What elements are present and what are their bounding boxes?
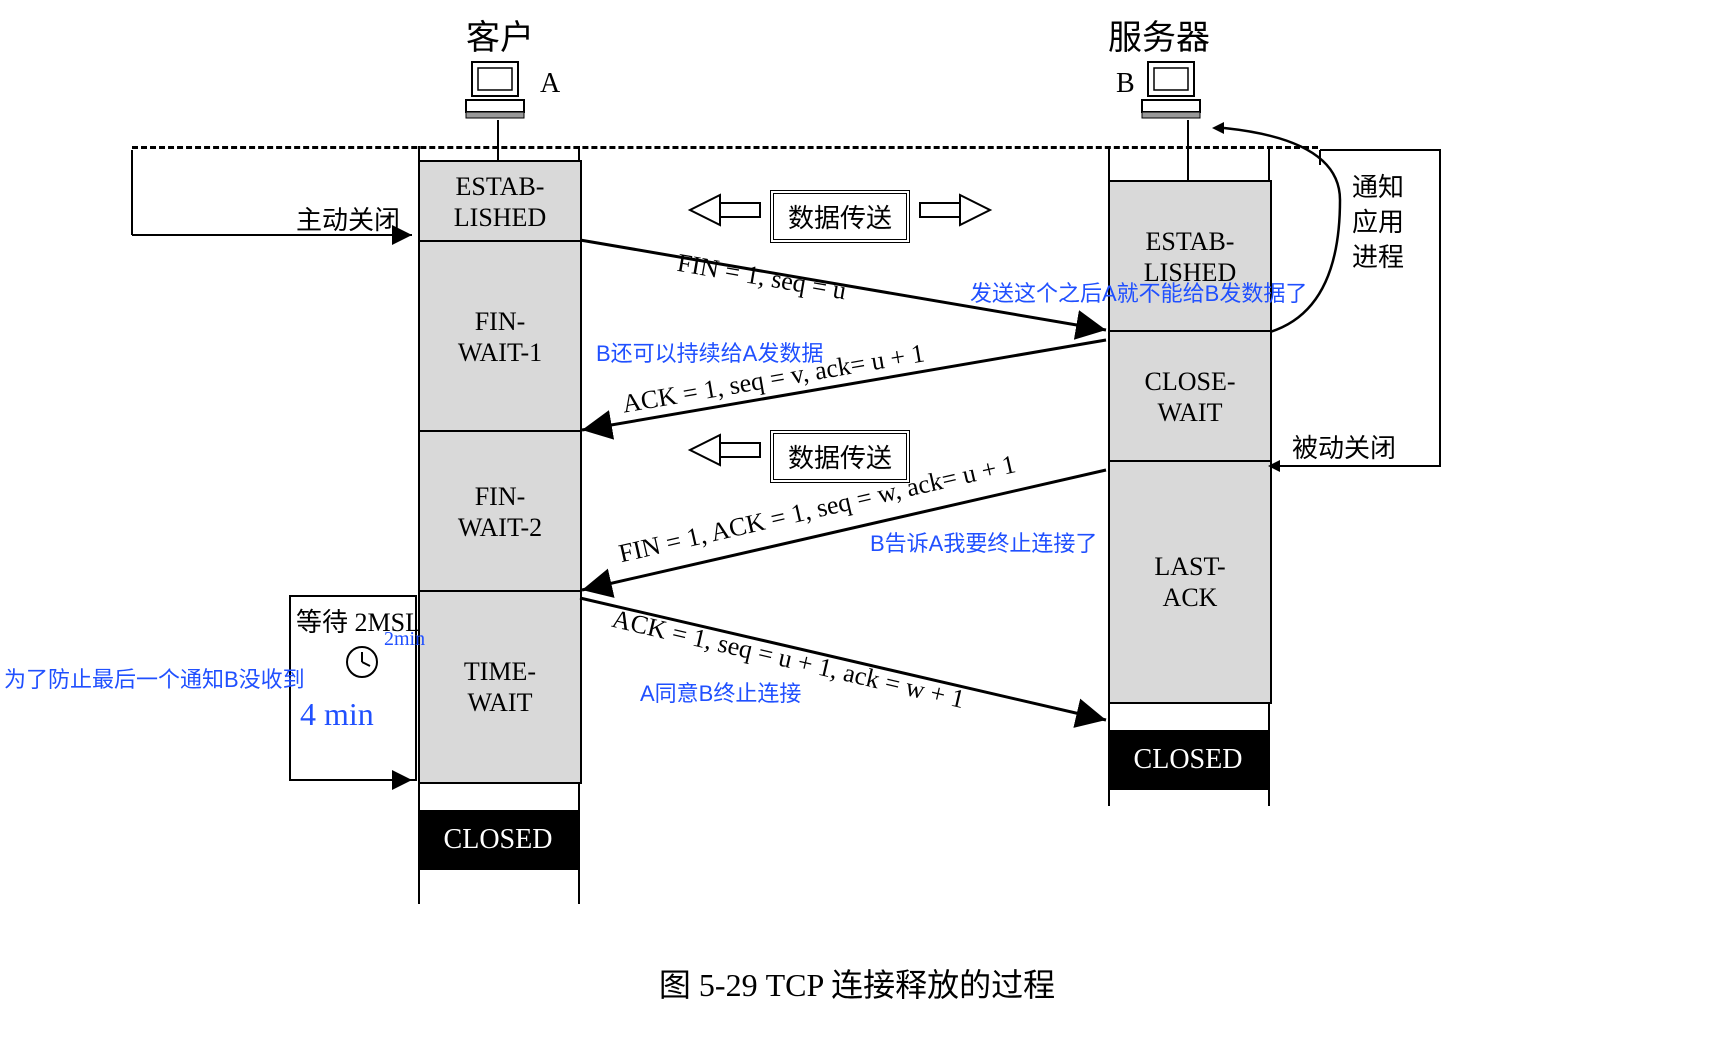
annotation-a1: 发送这个之后A就不能给B发数据了: [970, 276, 1307, 308]
annotation-a5: 为了防止最后一个通知B没收到: [4, 662, 305, 694]
passive-close-label: 被动关闭: [1292, 428, 1396, 465]
annotation-a3: B告诉A我要终止连接了: [870, 526, 1097, 558]
clock-icon: [344, 644, 380, 685]
figure-caption: 图 5-29 TCP 连接释放的过程: [0, 960, 1714, 1006]
annotation-a4: A同意B终止连接: [640, 676, 801, 708]
notify-app-label: 通知 应用 进程: [1352, 170, 1404, 275]
hand-4min: 4 min: [300, 696, 374, 733]
data-transfer-label-mid: 数据传送: [770, 430, 910, 483]
annotation-a2: B还可以持续给A发数据: [596, 336, 823, 368]
diagram-canvas: 客户 服务器 A B ESTAB- LISHED FIN- WAIT-1 FIN…: [0, 0, 1714, 1042]
hand-2min: 2min: [384, 628, 425, 651]
data-transfer-label-top: 数据传送: [770, 190, 910, 243]
active-close-label: 主动关闭: [296, 200, 400, 237]
arrows-overlay: [0, 0, 1714, 1042]
